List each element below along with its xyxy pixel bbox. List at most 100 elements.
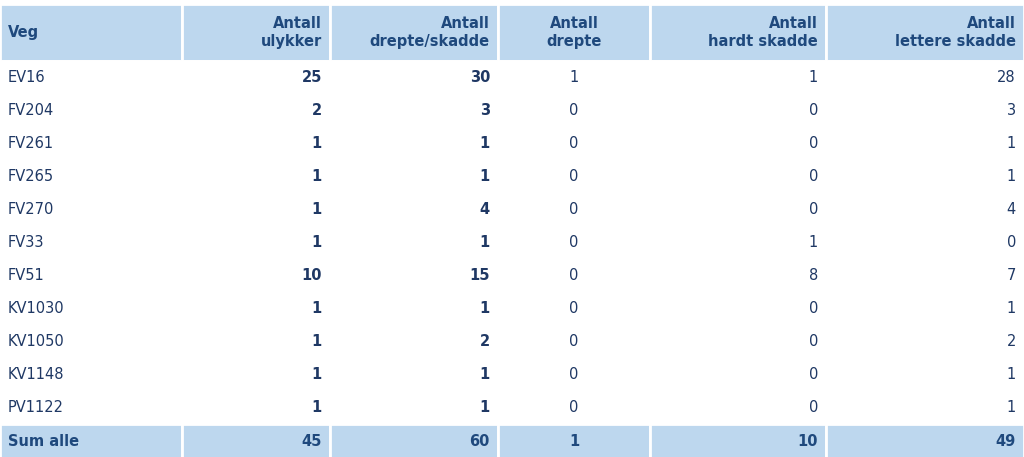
Bar <box>330 127 498 160</box>
Text: 0: 0 <box>809 400 818 415</box>
Text: 10: 10 <box>798 434 818 449</box>
Text: FV265: FV265 <box>8 169 54 184</box>
Text: 60: 60 <box>470 434 490 449</box>
Text: 1: 1 <box>1007 169 1016 184</box>
Bar <box>330 226 498 259</box>
Bar <box>0 94 182 127</box>
Bar <box>330 292 498 325</box>
Text: 1: 1 <box>1007 136 1016 151</box>
Bar <box>650 193 826 226</box>
Text: 0: 0 <box>809 202 818 217</box>
Text: FV33: FV33 <box>8 235 44 250</box>
Bar <box>826 94 1024 127</box>
Bar <box>182 292 330 325</box>
Text: FV261: FV261 <box>8 136 54 151</box>
Bar <box>498 61 650 94</box>
Text: KV1030: KV1030 <box>8 301 65 316</box>
Bar <box>498 259 650 292</box>
Text: 0: 0 <box>569 103 579 118</box>
Text: 1: 1 <box>569 434 580 449</box>
Bar <box>498 424 650 457</box>
Bar <box>650 325 826 358</box>
Bar <box>498 391 650 424</box>
Bar <box>498 4 650 61</box>
Text: 1: 1 <box>480 301 490 316</box>
Bar <box>182 259 330 292</box>
Bar <box>330 160 498 193</box>
Bar <box>650 160 826 193</box>
Text: 0: 0 <box>809 301 818 316</box>
Bar <box>330 424 498 457</box>
Text: Antall
drepte: Antall drepte <box>547 16 602 49</box>
Text: 1: 1 <box>311 202 322 217</box>
Bar <box>0 391 182 424</box>
Bar <box>826 193 1024 226</box>
Bar <box>0 160 182 193</box>
Text: 1: 1 <box>809 70 818 85</box>
Text: 3: 3 <box>480 103 490 118</box>
Text: 1: 1 <box>480 235 490 250</box>
Bar <box>0 424 182 457</box>
Text: 1: 1 <box>480 136 490 151</box>
Bar <box>0 226 182 259</box>
Text: 1: 1 <box>311 334 322 349</box>
Bar <box>650 391 826 424</box>
Text: 0: 0 <box>569 136 579 151</box>
Text: Veg: Veg <box>8 25 39 40</box>
Text: 0: 0 <box>809 103 818 118</box>
Bar <box>330 61 498 94</box>
Text: 2: 2 <box>312 103 322 118</box>
Text: Antall
drepte/skadde: Antall drepte/skadde <box>370 16 490 49</box>
Text: 3: 3 <box>1007 103 1016 118</box>
Text: 0: 0 <box>569 400 579 415</box>
Bar <box>498 193 650 226</box>
Bar <box>0 61 182 94</box>
Text: FV204: FV204 <box>8 103 54 118</box>
Text: 1: 1 <box>809 235 818 250</box>
Bar <box>0 4 182 61</box>
Text: 0: 0 <box>569 367 579 382</box>
Bar <box>826 4 1024 61</box>
Text: 30: 30 <box>470 70 490 85</box>
Bar <box>182 193 330 226</box>
Bar <box>498 226 650 259</box>
Text: 4: 4 <box>480 202 490 217</box>
Text: 1: 1 <box>480 367 490 382</box>
Text: 1: 1 <box>311 235 322 250</box>
Text: 1: 1 <box>480 400 490 415</box>
Bar <box>182 391 330 424</box>
Text: KV1148: KV1148 <box>8 367 65 382</box>
Bar <box>0 358 182 391</box>
Bar <box>826 160 1024 193</box>
Bar <box>330 391 498 424</box>
Text: PV1122: PV1122 <box>8 400 63 415</box>
Bar <box>650 127 826 160</box>
Bar <box>650 226 826 259</box>
Bar <box>650 358 826 391</box>
Bar <box>826 325 1024 358</box>
Text: 1: 1 <box>1007 367 1016 382</box>
Text: 1: 1 <box>1007 400 1016 415</box>
Bar <box>330 259 498 292</box>
Text: 15: 15 <box>469 268 490 283</box>
Text: 0: 0 <box>569 202 579 217</box>
Text: 0: 0 <box>569 235 579 250</box>
Text: 8: 8 <box>809 268 818 283</box>
Text: 2: 2 <box>480 334 490 349</box>
Text: 2: 2 <box>1007 334 1016 349</box>
Text: 0: 0 <box>809 136 818 151</box>
Text: Antall
ulykker: Antall ulykker <box>261 16 322 49</box>
Text: 0: 0 <box>809 169 818 184</box>
Text: 7: 7 <box>1007 268 1016 283</box>
Bar <box>498 160 650 193</box>
Bar <box>0 193 182 226</box>
Text: FV270: FV270 <box>8 202 54 217</box>
Bar <box>330 325 498 358</box>
Bar <box>498 325 650 358</box>
Text: 25: 25 <box>302 70 322 85</box>
Bar <box>0 127 182 160</box>
Text: Sum alle: Sum alle <box>8 434 79 449</box>
Bar <box>498 127 650 160</box>
Bar <box>182 325 330 358</box>
Bar <box>498 358 650 391</box>
